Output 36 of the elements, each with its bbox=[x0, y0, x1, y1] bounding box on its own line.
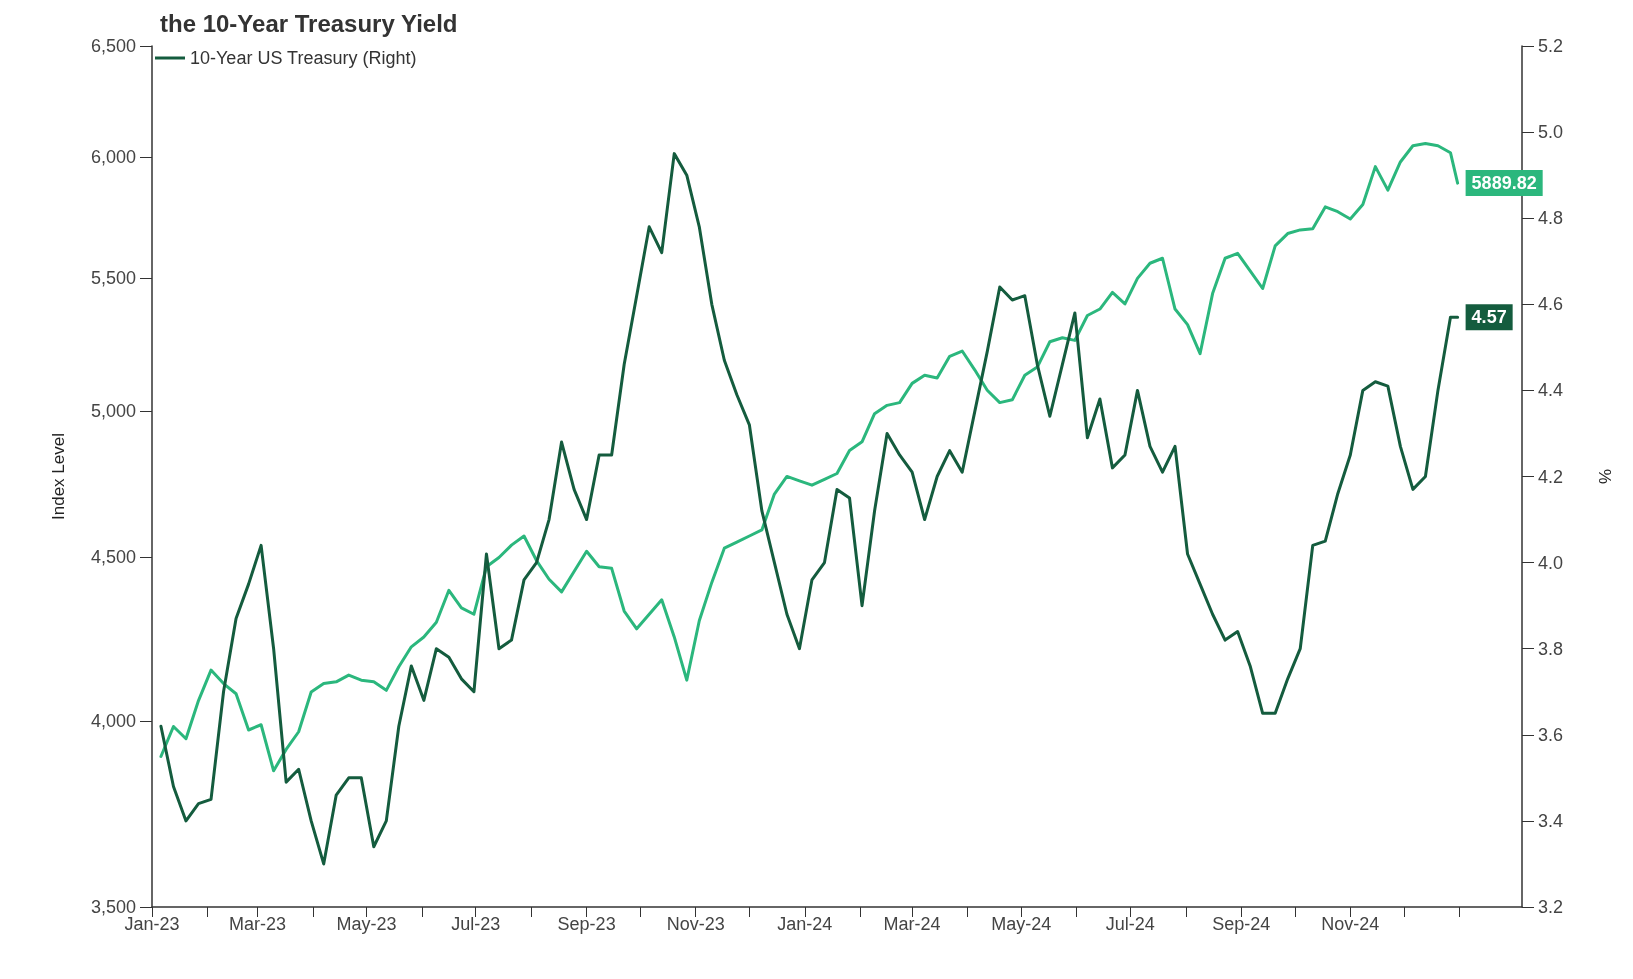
y2-tick-label: 3.6 bbox=[1538, 724, 1564, 745]
x-tick-label: Mar-23 bbox=[229, 914, 287, 934]
y-tick-label: 5,000 bbox=[90, 400, 136, 421]
y2-tick-label: 4.0 bbox=[1538, 552, 1564, 573]
y-tick-label: 6,500 bbox=[90, 36, 136, 56]
y-tick-label: 3,500 bbox=[90, 897, 136, 917]
y2-tick-label: 4.6 bbox=[1538, 294, 1564, 315]
x-tick-label: May-24 bbox=[991, 914, 1052, 934]
x-tick-label: Nov-23 bbox=[666, 914, 725, 934]
y2-tick-label: 4.4 bbox=[1538, 380, 1564, 401]
x-tick-label: Jan-23 bbox=[124, 914, 180, 934]
y2-tick-label: 4.8 bbox=[1538, 208, 1564, 229]
x-tick-label: May-23 bbox=[336, 914, 397, 934]
legend-label: 10-Year US Treasury (Right) bbox=[190, 48, 417, 68]
y2-tick-label: 4.2 bbox=[1538, 466, 1564, 487]
data-label: 4.57 bbox=[1471, 307, 1507, 328]
y2-tick-label: 5.0 bbox=[1538, 122, 1564, 143]
x-tick-label: Jul-23 bbox=[451, 914, 501, 934]
y-axis-title: Index Level bbox=[49, 433, 68, 520]
x-tick-label: Nov-24 bbox=[1321, 914, 1380, 934]
x-tick-label: Mar-24 bbox=[883, 914, 941, 934]
chart-title: the 10-Year Treasury Yield bbox=[160, 9, 458, 37]
y2-tick-label: 3.2 bbox=[1538, 897, 1564, 917]
y-tick-label: 4,500 bbox=[90, 547, 136, 568]
x-tick-label: Sep-24 bbox=[1212, 914, 1271, 934]
y2-tick-label: 3.8 bbox=[1538, 638, 1564, 659]
data-label: 5889.82 bbox=[1471, 173, 1537, 194]
y2-tick-label: 3.4 bbox=[1538, 810, 1564, 831]
x-tick-label: Jan-24 bbox=[777, 914, 833, 934]
y2-tick-label: 5.2 bbox=[1538, 36, 1564, 56]
y-tick-label: 6,000 bbox=[90, 147, 136, 168]
x-tick-label: Sep-23 bbox=[557, 914, 616, 934]
y-tick-label: 5,500 bbox=[90, 268, 136, 289]
y-tick-label: 4,000 bbox=[90, 711, 136, 732]
y2-axis-title: % bbox=[1596, 468, 1615, 485]
x-tick-label: Jul-24 bbox=[1105, 914, 1155, 934]
